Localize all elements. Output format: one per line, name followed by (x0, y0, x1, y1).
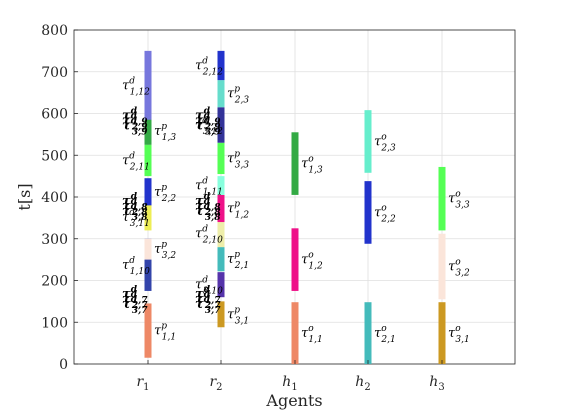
task-label: τd 1,11 (195, 177, 223, 198)
task-label: τd 1,8 (195, 192, 221, 213)
task-bar (217, 107, 225, 143)
task-label: τd 2,12 (195, 56, 223, 77)
task-bar (217, 50, 225, 81)
task-bar (291, 228, 299, 291)
y-tick-label: 100 (41, 315, 68, 331)
x-axis: r1 r2 h1 h2 h3 (136, 360, 445, 393)
task-bar (144, 178, 152, 206)
task-label: τp 3,1 (227, 305, 249, 326)
task-bar (144, 50, 152, 120)
task-bar (291, 302, 299, 364)
task-bar (364, 302, 372, 364)
task-label: τo 2,3 (374, 132, 396, 153)
task-label: τp 2,3 (227, 85, 249, 106)
y-tick-label: 800 (41, 23, 68, 39)
task-label: τd 1,7 (195, 285, 221, 306)
task-bar (217, 219, 225, 248)
task-bar (438, 302, 446, 364)
task-bar (217, 80, 225, 108)
task-label: τd 1,8 (122, 192, 148, 213)
task-label: τp 2,1 (227, 250, 249, 271)
task-label: τp 3,2 (154, 240, 176, 261)
task-label: τd 2,8 (195, 197, 221, 218)
task-label: τo 2,2 (374, 203, 396, 224)
task-label: τd 3,8 (195, 202, 221, 223)
task-label: τo 1,2 (301, 251, 323, 272)
y-tick-label: 600 (41, 107, 68, 123)
task-label: τd 3,9 (195, 117, 221, 138)
x-tick-label: h1 (282, 374, 297, 393)
x-tick-label: h2 (355, 374, 370, 393)
task-label: τo 3,2 (448, 258, 470, 279)
task-bar (217, 194, 225, 223)
task-label: τp 3,3 (227, 149, 249, 170)
x-tick-label: r2 (209, 374, 222, 393)
task-bar (144, 203, 152, 231)
y-tick-label: 300 (41, 232, 68, 248)
task-bar (217, 272, 225, 298)
x-axis-label: Agents (265, 391, 322, 410)
task-label: τd 1,12 (122, 76, 150, 97)
task-label: τd 2,9 (195, 112, 221, 133)
y-tick-label: 0 (59, 357, 68, 373)
task-bar (144, 303, 152, 358)
task-label: τd 2,7 (195, 290, 221, 311)
task-bar (438, 166, 446, 231)
task-label: τd 1,10 (122, 256, 150, 277)
task-label: τd 2,7 (122, 290, 148, 311)
task-label: τo 2,1 (374, 324, 396, 345)
task-label: τd 3,8 (122, 202, 148, 223)
task-label: τd 3,9 (122, 117, 148, 138)
task-label: τp 1,3 (154, 122, 176, 143)
y-tick-label: 500 (41, 148, 68, 164)
task-bar (217, 247, 225, 272)
y-tick-label: 200 (41, 274, 68, 290)
task-label: τd 2,9 (122, 112, 148, 133)
task-label: τo 3,1 (448, 324, 470, 345)
task-bar (144, 117, 152, 145)
task-label: τd 2,8 (122, 197, 148, 218)
task-label: τo 1,1 (301, 324, 323, 345)
task-bars (144, 50, 446, 364)
y-axis: 0 100 200 300 400 500 600 700 800 (41, 23, 78, 373)
task-bar (291, 132, 299, 195)
task-bar (144, 144, 152, 177)
task-label: τd 1,9 (122, 107, 148, 128)
task-label: τd 3,7 (122, 295, 148, 316)
task-bar (364, 110, 372, 173)
y-tick-label: 400 (41, 190, 68, 206)
task-label: τd 1,9 (195, 107, 221, 128)
task-label: τo 1,3 (301, 155, 323, 176)
task-label: τp 1,1 (154, 322, 176, 343)
task-label: τd 3,10 (195, 276, 223, 297)
task-label: τd 2,11 (122, 151, 150, 172)
task-bar (217, 176, 225, 195)
task-label: τp 2,2 (154, 183, 176, 204)
task-label: τd 3,12 (195, 116, 223, 137)
task-label: τp 1,2 (227, 199, 249, 220)
y-tick-label: 700 (41, 65, 68, 81)
task-bar (217, 301, 225, 328)
x-tick-label: r1 (136, 374, 149, 393)
task-bar (217, 142, 225, 175)
task-label: τd 3,7 (195, 295, 221, 316)
task-bar (364, 181, 372, 244)
task-label: τd 3,11 (122, 208, 150, 229)
task-bar (144, 238, 152, 291)
task-label: τo 3,3 (448, 190, 470, 211)
task-label: τd 2,10 (195, 225, 223, 246)
task-label: τd 1,7 (122, 285, 148, 306)
task-bar (144, 238, 152, 260)
x-tick-label: h3 (429, 374, 444, 393)
y-axis-label: t[s] (15, 183, 34, 210)
task-bar (438, 233, 446, 300)
